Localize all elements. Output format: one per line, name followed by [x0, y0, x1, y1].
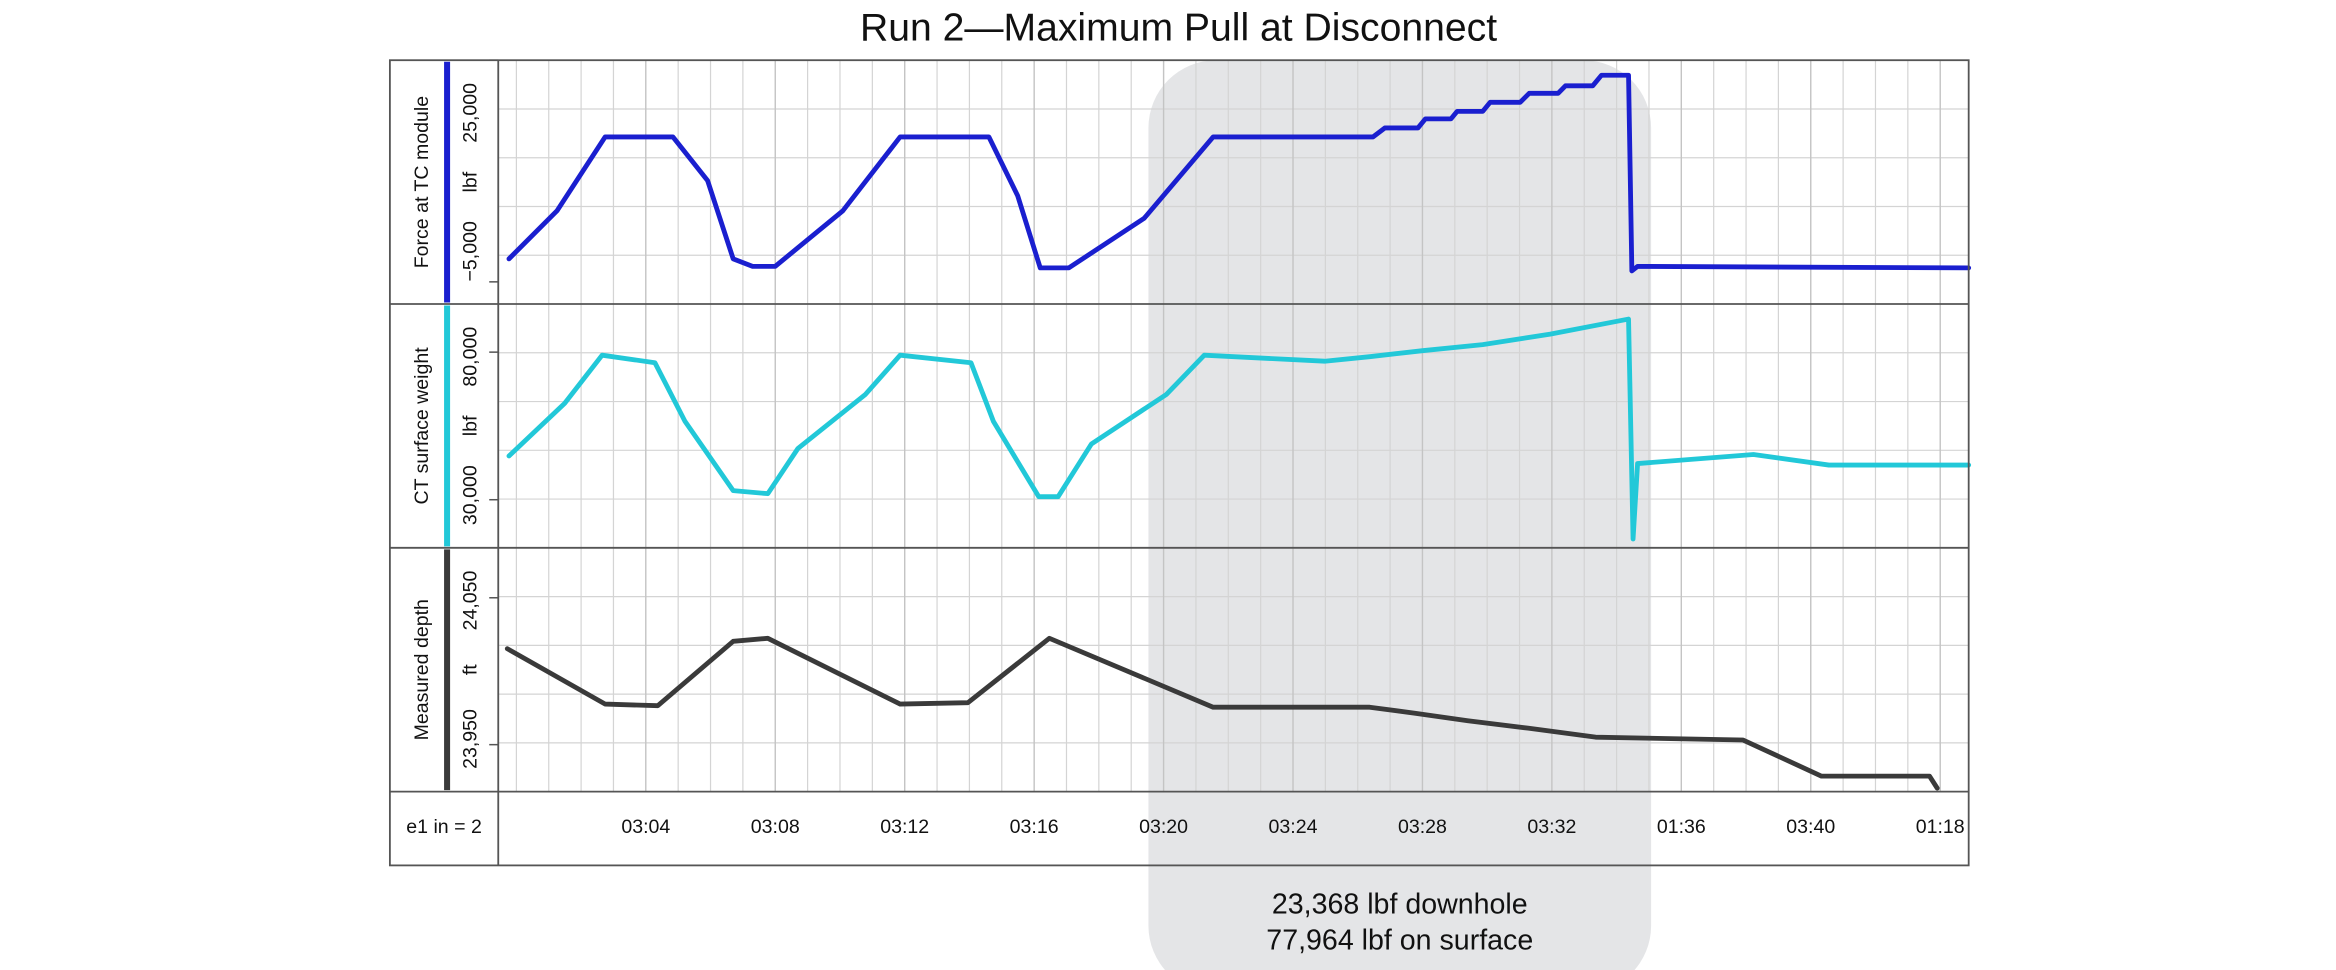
data-line [504, 635, 1940, 791]
y-tick-label: −5,000 [459, 221, 481, 281]
y-axis-label: Measured depth [411, 599, 433, 740]
x-tick-label: 03:12 [880, 816, 929, 838]
x-tick-label: 01:36 [1657, 816, 1706, 838]
x-tick-label: 03:40 [1786, 816, 1835, 838]
chart-title: Run 2—Maximum Pull at Disconnect [860, 6, 1497, 49]
y-tick-label: 80,000 [459, 327, 481, 387]
y-axis-label: CT surface weight [411, 347, 433, 505]
x-tick-label: 03:16 [1010, 816, 1059, 838]
y-unit-label: lbf [459, 415, 481, 436]
annotation: 77,964 lbf on surface [1266, 925, 1533, 957]
data-line [506, 316, 1972, 542]
y-axis-label: Force at TC module [411, 96, 433, 268]
y-tick-label: 24,050 [459, 570, 481, 630]
y-tick-label: 23,950 [459, 709, 481, 769]
y-unit-label: lbf [459, 171, 481, 192]
y-unit-label: ft [459, 664, 481, 675]
annotation: 23,368 lbf downhole [1272, 889, 1528, 921]
x-tick-label: 03:20 [1139, 816, 1188, 838]
x-tick-label: 03:08 [751, 816, 800, 838]
frame [388, 59, 1970, 867]
y-tick-label: 25,000 [459, 83, 481, 143]
y-tick-label: 30,000 [459, 465, 481, 525]
data-line [506, 72, 1972, 274]
x-tick-label: 03:24 [1269, 816, 1318, 838]
x-tick-label: 03:04 [621, 816, 670, 838]
x-tick-label: 03:32 [1527, 816, 1576, 838]
x-axis-label: e1 in = 2 [406, 816, 482, 838]
grid [498, 60, 1969, 792]
x-tick-label: 01:18 [1916, 816, 1965, 838]
x-tick-label: 03:28 [1398, 816, 1447, 838]
